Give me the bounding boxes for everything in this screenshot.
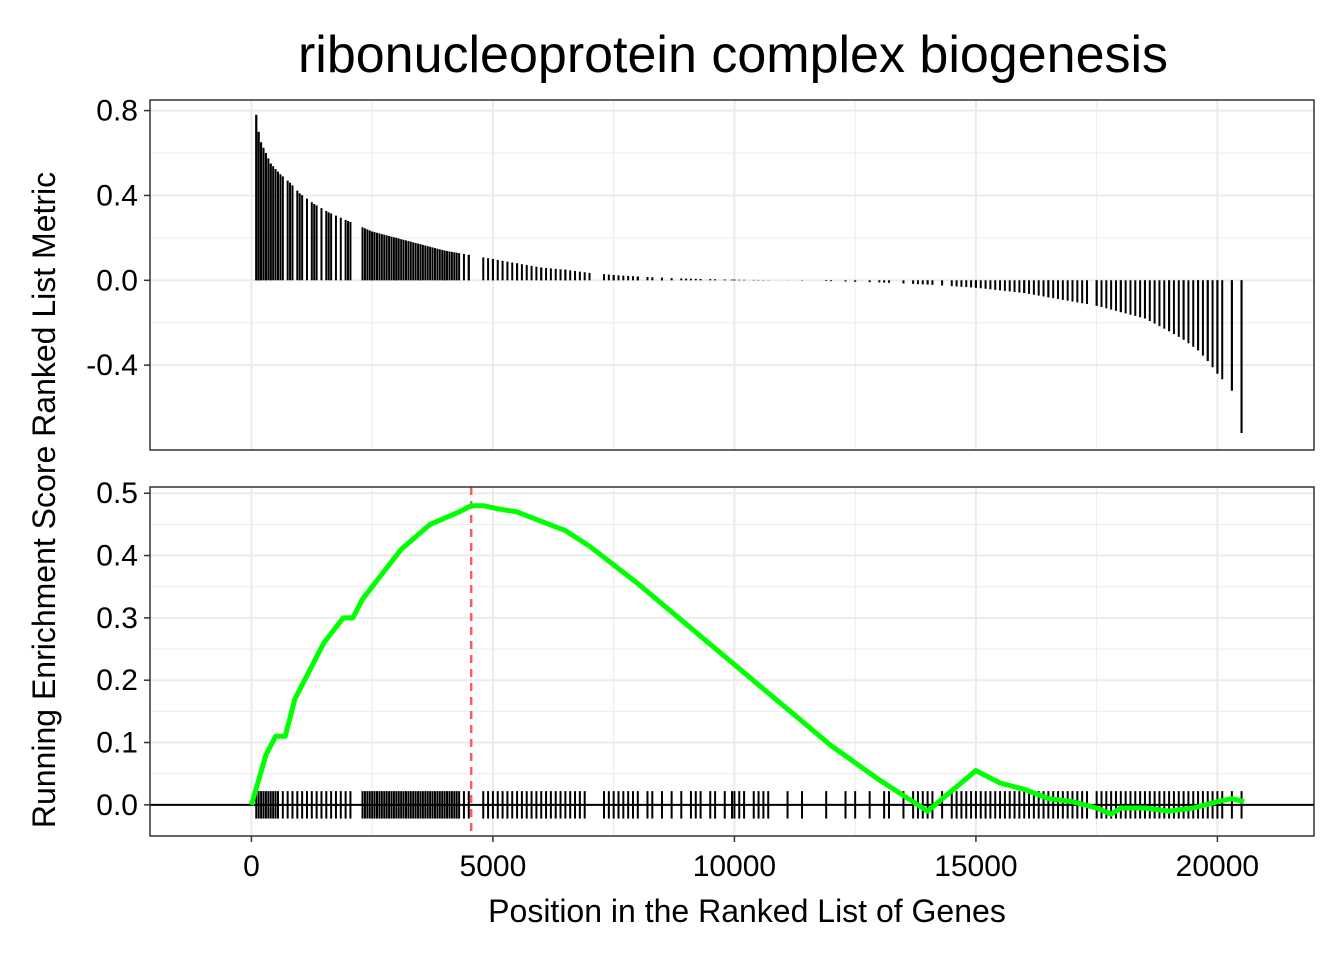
x-tick-label: 10000 bbox=[693, 850, 776, 883]
y-axis-title: Running Enrichment Score Ranked List Met… bbox=[26, 172, 62, 828]
y-tick-label: 0.4 bbox=[96, 540, 138, 573]
panel-border bbox=[149, 486, 1315, 837]
y-tick-label: 0.0 bbox=[96, 789, 138, 822]
x-tick-label: 15000 bbox=[934, 850, 1017, 883]
y-tick-label: 0.4 bbox=[96, 179, 138, 212]
y-tick-label: 0.1 bbox=[96, 727, 138, 760]
y-tick-label: 0.2 bbox=[96, 664, 138, 697]
x-axis-title: Position in the Ranked List of Genes bbox=[488, 893, 1006, 929]
x-tick-label: 5000 bbox=[460, 850, 527, 883]
y-tick-label: 0.8 bbox=[96, 95, 138, 128]
running-enrichment-score-line bbox=[249, 503, 1245, 817]
chart-title: ribonucleoprotein complex biogenesis bbox=[298, 26, 1168, 84]
running-enrichment-score-panel: 0.5 0.4 0.3 0.2 0.1 0.0 0 5000 10000 15000 20000 bbox=[96, 477, 1315, 883]
x-tick-label: 20000 bbox=[1176, 850, 1259, 883]
y-tick-label: 0.3 bbox=[96, 602, 138, 635]
y-tick-label: 0.5 bbox=[96, 477, 138, 510]
y-tick-label: 0.0 bbox=[96, 264, 138, 297]
ranked-list-metric-panel: 0.8 0.4 0.0 -0.4 bbox=[86, 95, 1315, 451]
x-tick-label: 0 bbox=[243, 850, 260, 883]
panel-border bbox=[149, 99, 1315, 451]
y-tick-label: -0.4 bbox=[86, 349, 138, 382]
